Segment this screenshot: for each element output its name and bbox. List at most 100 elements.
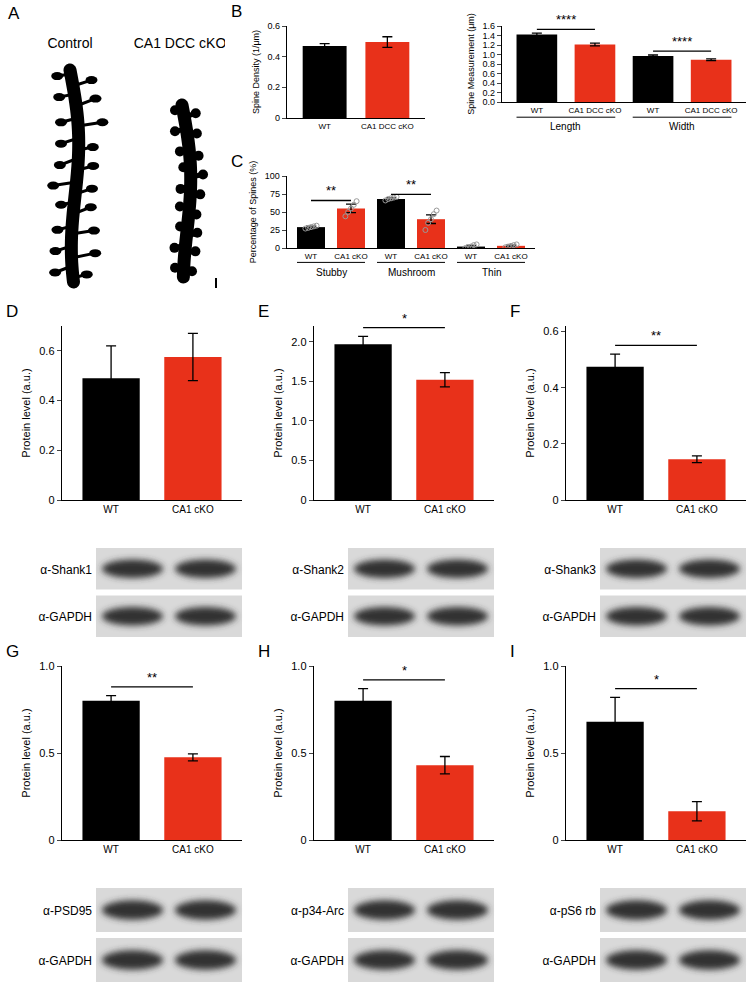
svg-text:CA1 cKO: CA1 cKO xyxy=(676,504,718,515)
svg-text:CA1 cKO: CA1 cKO xyxy=(172,504,214,515)
svg-text:0: 0 xyxy=(300,494,306,506)
svg-text:1.4: 1.4 xyxy=(482,31,495,41)
svg-text:50: 50 xyxy=(270,207,280,217)
svg-text:0.8: 0.8 xyxy=(482,59,495,69)
svg-text:1.5: 1.5 xyxy=(291,375,306,387)
svg-text:0.0: 0.0 xyxy=(482,97,495,107)
svg-text:0.6: 0.6 xyxy=(39,345,54,357)
svg-text:****: **** xyxy=(672,34,692,49)
svg-text:0.6: 0.6 xyxy=(482,69,495,79)
svg-text:25: 25 xyxy=(270,225,280,235)
svg-text:α-pS6 rb: α-pS6 rb xyxy=(550,904,597,918)
svg-text:WT: WT xyxy=(355,504,371,515)
svg-text:CA1 cKO: CA1 cKO xyxy=(172,844,214,855)
svg-text:**: ** xyxy=(326,183,336,198)
svg-text:**: ** xyxy=(651,328,661,343)
svg-text:**: ** xyxy=(406,177,416,192)
svg-text:0.4: 0.4 xyxy=(482,78,495,88)
svg-text:α-GAPDH: α-GAPDH xyxy=(290,954,344,968)
svg-text:α-p34-Arc: α-p34-Arc xyxy=(291,904,344,918)
svg-text:75: 75 xyxy=(270,189,280,199)
svg-text:0.6: 0.6 xyxy=(267,21,280,31)
svg-text:****: **** xyxy=(556,12,576,27)
svg-text:0.2: 0.2 xyxy=(267,82,280,92)
svg-text:α-Shank1: α-Shank1 xyxy=(40,563,92,577)
svg-text:2.0: 2.0 xyxy=(291,336,306,348)
svg-text:1.0: 1.0 xyxy=(291,415,306,427)
svg-text:Protein level (a.u.): Protein level (a.u.) xyxy=(272,368,284,457)
svg-text:WT: WT xyxy=(647,106,660,115)
svg-text:α-GAPDH: α-GAPDH xyxy=(290,610,344,624)
svg-text:1.6: 1.6 xyxy=(482,21,495,31)
svg-text:0: 0 xyxy=(552,494,558,506)
svg-text:α-Shank3: α-Shank3 xyxy=(544,563,596,577)
svg-text:Control: Control xyxy=(47,35,92,51)
svg-text:CA1 DCC cKO: CA1 DCC cKO xyxy=(361,122,414,131)
svg-text:α-Shank2: α-Shank2 xyxy=(292,563,344,577)
svg-text:Mushroom: Mushroom xyxy=(388,267,435,278)
svg-text:Protein level (a.u.): Protein level (a.u.) xyxy=(20,368,32,457)
svg-text:CA1 cKO: CA1 cKO xyxy=(334,252,367,261)
svg-text:0.5: 0.5 xyxy=(543,747,558,759)
svg-text:α-GAPDH: α-GAPDH xyxy=(542,954,596,968)
svg-text:**: ** xyxy=(147,670,157,685)
svg-text:WT: WT xyxy=(355,844,371,855)
svg-text:WT: WT xyxy=(607,504,623,515)
svg-text:α-GAPDH: α-GAPDH xyxy=(38,610,92,624)
svg-text:Stubby: Stubby xyxy=(316,267,347,278)
svg-text:0.5: 0.5 xyxy=(39,747,54,759)
svg-text:WT: WT xyxy=(607,844,623,855)
svg-text:Protein level (a.u.): Protein level (a.u.) xyxy=(524,708,536,797)
svg-text:0.2: 0.2 xyxy=(39,444,54,456)
svg-text:α-GAPDH: α-GAPDH xyxy=(542,610,596,624)
svg-text:*: * xyxy=(402,311,407,326)
svg-text:α-PSD95: α-PSD95 xyxy=(43,904,92,918)
svg-text:WT: WT xyxy=(305,252,318,261)
svg-text:0: 0 xyxy=(275,243,280,253)
svg-text:0: 0 xyxy=(48,834,54,846)
svg-text:0.5: 0.5 xyxy=(291,747,306,759)
svg-text:α-GAPDH: α-GAPDH xyxy=(38,954,92,968)
svg-text:0: 0 xyxy=(552,834,558,846)
svg-text:CA1 cKO: CA1 cKO xyxy=(424,844,466,855)
svg-text:CA1 DCC cKO: CA1 DCC cKO xyxy=(685,106,738,115)
svg-text:Protein level (a.u.): Protein level (a.u.) xyxy=(272,708,284,797)
svg-text:0.2: 0.2 xyxy=(543,438,558,450)
svg-text:1.0: 1.0 xyxy=(291,660,306,672)
svg-text:1.2: 1.2 xyxy=(482,40,495,50)
svg-text:WT: WT xyxy=(103,504,119,515)
svg-text:1.0: 1.0 xyxy=(543,660,558,672)
svg-text:Percentage of Spines (%): Percentage of Spines (%) xyxy=(248,161,258,264)
svg-text:WT: WT xyxy=(385,252,398,261)
svg-text:0.6: 0.6 xyxy=(543,325,558,337)
svg-text:0.4: 0.4 xyxy=(39,394,54,406)
svg-text:1.0: 1.0 xyxy=(39,660,54,672)
svg-text:*: * xyxy=(402,663,407,678)
svg-text:1.0: 1.0 xyxy=(482,50,495,60)
svg-text:0.4: 0.4 xyxy=(267,52,280,62)
svg-text:Protein level (a.u.): Protein level (a.u.) xyxy=(524,368,536,457)
svg-text:0.5: 0.5 xyxy=(291,454,306,466)
svg-text:Length: Length xyxy=(550,121,581,132)
svg-text:WT: WT xyxy=(318,122,331,131)
svg-text:*: * xyxy=(654,672,659,687)
svg-text:Width: Width xyxy=(669,121,695,132)
svg-text:100: 100 xyxy=(265,171,280,181)
svg-text:0: 0 xyxy=(48,494,54,506)
svg-text:0.2: 0.2 xyxy=(482,88,495,98)
svg-text:WT: WT xyxy=(103,844,119,855)
svg-text:0: 0 xyxy=(275,113,280,123)
svg-text:WT: WT xyxy=(465,252,478,261)
svg-text:0.4: 0.4 xyxy=(543,382,558,394)
svg-text:Thin: Thin xyxy=(482,267,501,278)
svg-text:CA1 cKO: CA1 cKO xyxy=(494,252,527,261)
svg-text:Spine Measurement (μm): Spine Measurement (μm) xyxy=(466,13,476,115)
svg-text:CA1 DCC cKO: CA1 DCC cKO xyxy=(134,35,227,51)
svg-text:0: 0 xyxy=(300,834,306,846)
svg-text:CA1 cKO: CA1 cKO xyxy=(424,504,466,515)
svg-text:Spine Density (1/μm): Spine Density (1/μm) xyxy=(251,30,261,114)
svg-text:CA1 cKO: CA1 cKO xyxy=(676,844,718,855)
svg-text:CA1 DCC cKO: CA1 DCC cKO xyxy=(568,106,621,115)
svg-text:CA1 cKO: CA1 cKO xyxy=(414,252,447,261)
svg-text:Protein level (a.u.): Protein level (a.u.) xyxy=(20,708,32,797)
